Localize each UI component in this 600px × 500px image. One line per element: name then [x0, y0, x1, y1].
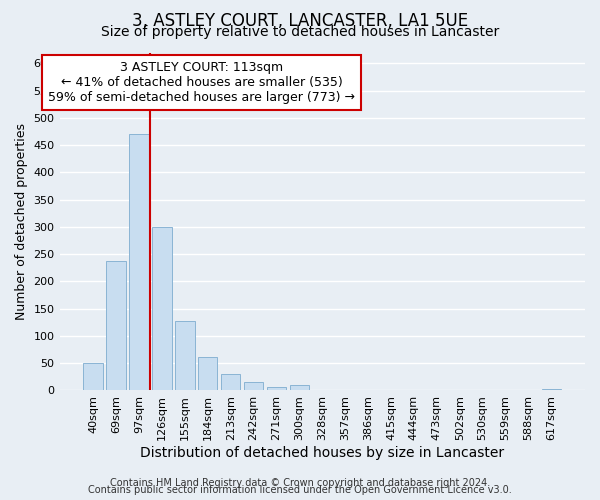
Bar [198, 356, 217, 390]
Bar [221, 374, 241, 390]
Bar [175, 320, 194, 390]
Bar [290, 385, 309, 390]
Text: 3 ASTLEY COURT: 113sqm
← 41% of detached houses are smaller (535)
59% of semi-de: 3 ASTLEY COURT: 113sqm ← 41% of detached… [48, 61, 355, 104]
Bar [83, 363, 103, 390]
Bar [267, 386, 286, 390]
Text: Contains HM Land Registry data © Crown copyright and database right 2024.: Contains HM Land Registry data © Crown c… [110, 478, 490, 488]
Bar [244, 382, 263, 390]
Bar [129, 134, 149, 390]
Y-axis label: Number of detached properties: Number of detached properties [15, 123, 28, 320]
Text: 3, ASTLEY COURT, LANCASTER, LA1 5UE: 3, ASTLEY COURT, LANCASTER, LA1 5UE [132, 12, 468, 30]
Text: Size of property relative to detached houses in Lancaster: Size of property relative to detached ho… [101, 25, 499, 39]
X-axis label: Distribution of detached houses by size in Lancaster: Distribution of detached houses by size … [140, 446, 505, 460]
Bar [152, 227, 172, 390]
Bar [542, 389, 561, 390]
Text: Contains public sector information licensed under the Open Government Licence v3: Contains public sector information licen… [88, 485, 512, 495]
Bar [106, 260, 126, 390]
